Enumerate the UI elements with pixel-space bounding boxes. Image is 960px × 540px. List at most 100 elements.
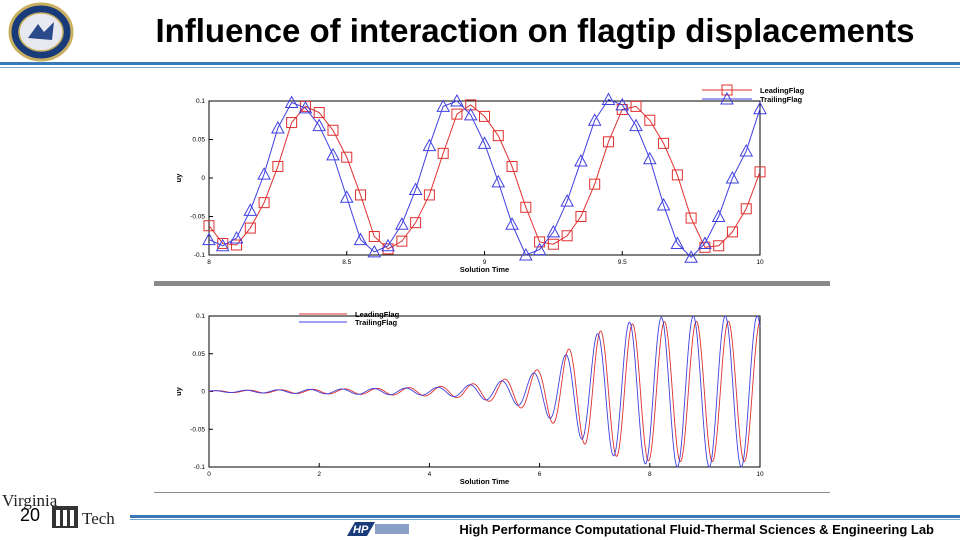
series-line-TrailingFlag: [208, 98, 761, 259]
y-axis-label: uy: [174, 386, 183, 396]
data-point: [202, 232, 216, 246]
data-point: [243, 203, 258, 216]
data-point: [339, 190, 354, 203]
x-tick-label: 6: [538, 471, 542, 478]
data-point: [396, 235, 408, 247]
data-point: [492, 130, 504, 142]
data-point: [739, 144, 754, 157]
data-point: [257, 167, 271, 180]
data-point: [505, 217, 519, 230]
footer-rule: [130, 515, 960, 518]
data-point: [353, 232, 368, 246]
y-tick-label: 0: [201, 175, 205, 182]
x-tick-label: 8: [207, 259, 211, 266]
series-line-LeadingFlag: [208, 104, 761, 250]
data-point: [589, 178, 601, 190]
data-point: [272, 160, 284, 172]
y-tick-label: 0.1: [196, 313, 205, 320]
data-point: [258, 197, 270, 209]
x-tick-label: 10: [756, 471, 764, 478]
data-point: [436, 99, 451, 112]
data-point: [726, 226, 738, 238]
data-point: [520, 201, 532, 213]
data-point: [408, 182, 423, 196]
data-point: [298, 100, 313, 114]
virginia-tech-logo: Virginia Tech: [2, 491, 115, 528]
data-point: [547, 238, 559, 250]
y-axis-label: uy: [174, 173, 183, 183]
legend-label: TrailingFlag: [760, 95, 803, 104]
x-tick-label: 4: [428, 471, 432, 478]
x-tick-label: 8: [648, 471, 652, 478]
data-point: [368, 231, 380, 243]
x-tick-label: 2: [317, 471, 321, 478]
data-point: [725, 170, 740, 184]
series-line-TrailingFlag: [208, 315, 761, 468]
data-point: [561, 230, 573, 242]
data-point: [658, 137, 670, 149]
x-axis-label: Solution Time: [460, 265, 509, 274]
data-point: [477, 136, 492, 149]
data-point: [656, 197, 671, 211]
data-point: [326, 147, 340, 161]
logo-right-text: Tech: [82, 509, 115, 528]
data-point: [312, 118, 327, 132]
legend-label: LeadingFlag: [355, 310, 400, 319]
x-tick-label: 0: [207, 471, 211, 478]
data-point: [491, 174, 506, 188]
legend-label: TrailingFlag: [355, 318, 398, 327]
data-point: [286, 117, 298, 129]
data-point: [423, 189, 435, 201]
data-point: [587, 113, 602, 126]
data-point: [534, 236, 546, 248]
data-point: [244, 222, 256, 234]
data-point: [685, 212, 697, 224]
x-axis-label: Solution Time: [460, 477, 509, 486]
data-point: [313, 107, 325, 119]
seal-logo: [8, 2, 74, 62]
data-point: [754, 166, 766, 178]
data-point: [601, 92, 616, 105]
data-point: [203, 220, 215, 232]
footer-lab-name: High Performance Computational Fluid-The…: [459, 522, 934, 537]
data-point: [713, 240, 725, 252]
data-point: [395, 217, 409, 230]
data-point: [381, 238, 395, 252]
y-tick-label: -0.1: [194, 464, 206, 471]
y-tick-label: 0.1: [196, 98, 205, 105]
data-point: [367, 244, 382, 258]
data-point: [231, 239, 243, 251]
y-tick-label: -0.05: [190, 214, 205, 221]
data-point: [229, 231, 244, 244]
y-tick-label: 0.05: [192, 351, 205, 358]
series-line-LeadingFlag: [208, 320, 761, 463]
data-point: [711, 209, 726, 222]
data-point: [506, 160, 518, 172]
chart-separator: [154, 281, 830, 286]
footer-rule-thin: [130, 519, 960, 520]
chart-bottom-rule: [154, 492, 830, 493]
svg-text:HP: HP: [353, 524, 369, 536]
data-point: [463, 107, 478, 121]
hpcfd-logo: HP: [347, 522, 409, 536]
data-point: [671, 169, 683, 181]
data-point: [630, 100, 642, 112]
data-point: [644, 114, 656, 126]
data-point: [355, 189, 367, 201]
data-point: [422, 138, 437, 152]
data-point: [670, 236, 685, 249]
header-rule-thin: [0, 67, 960, 68]
data-point: [327, 124, 339, 136]
logo-left-text: Virginia: [2, 491, 58, 510]
data-point: [215, 238, 230, 252]
data-point: [602, 136, 614, 148]
data-point: [642, 151, 657, 165]
y-tick-label: -0.05: [190, 426, 205, 433]
data-point: [575, 211, 587, 222]
data-point: [698, 236, 712, 249]
data-point: [284, 95, 299, 109]
legend-marker: [720, 91, 734, 105]
legend-marker: [721, 84, 733, 96]
data-point: [341, 151, 353, 163]
data-point: [546, 224, 561, 238]
